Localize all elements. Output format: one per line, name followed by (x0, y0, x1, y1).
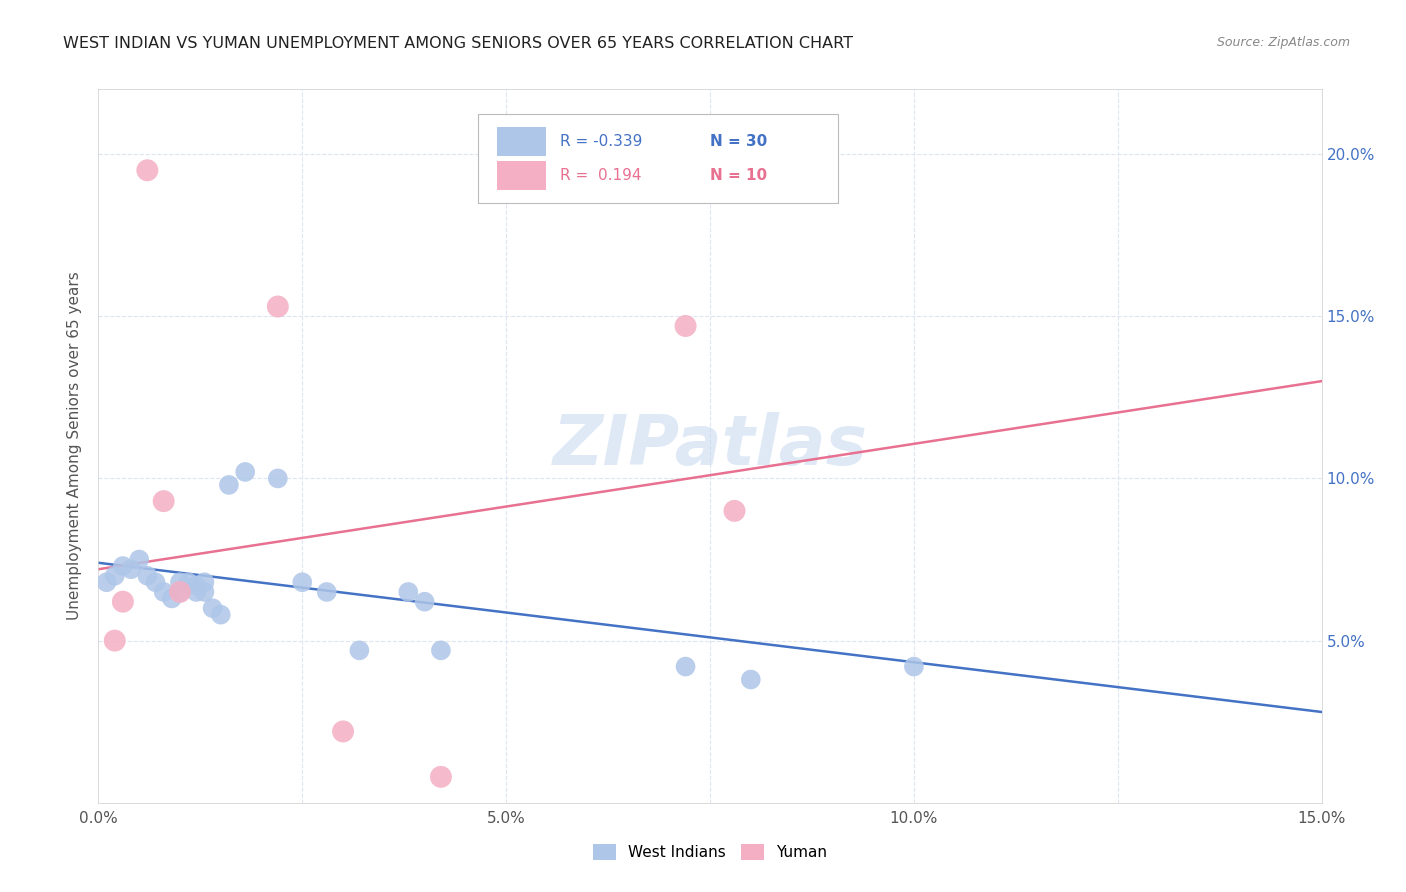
Point (430, 643, 453, 657)
Point (209, 607, 232, 622)
Point (332, 724, 354, 739)
Point (201, 601, 224, 615)
FancyBboxPatch shape (498, 127, 546, 155)
Text: ZIPatlas: ZIPatlas (553, 412, 868, 480)
Point (675, 318, 697, 333)
Point (111, 559, 134, 574)
Point (136, 163, 159, 178)
Point (740, 673, 762, 687)
Text: N = 10: N = 10 (710, 168, 768, 183)
Point (723, 504, 745, 518)
Point (104, 633, 127, 648)
Point (177, 575, 200, 590)
Point (169, 585, 191, 599)
Point (169, 575, 191, 590)
Point (267, 300, 290, 314)
Point (218, 478, 240, 492)
Point (233, 465, 256, 479)
Text: WEST INDIAN VS YUMAN UNEMPLOYMENT AMONG SENIORS OVER 65 YEARS CORRELATION CHART: WEST INDIAN VS YUMAN UNEMPLOYMENT AMONG … (63, 36, 853, 51)
Point (96, 575, 118, 590)
Point (430, 770, 453, 784)
Point (136, 568, 159, 582)
Point (160, 591, 183, 606)
FancyBboxPatch shape (478, 114, 838, 203)
Point (349, 643, 371, 657)
Point (396, 585, 419, 599)
Point (169, 585, 191, 599)
Y-axis label: Unemployment Among Seniors over 65 years: Unemployment Among Seniors over 65 years (67, 272, 83, 620)
Point (675, 659, 697, 673)
Point (413, 595, 436, 609)
Text: Source: ZipAtlas.com: Source: ZipAtlas.com (1216, 36, 1350, 49)
Point (903, 659, 925, 673)
Point (291, 575, 314, 590)
Point (145, 575, 167, 590)
Point (128, 552, 150, 566)
Point (186, 585, 208, 599)
Point (315, 585, 337, 599)
Point (120, 562, 142, 576)
Point (152, 494, 174, 508)
Legend: West Indians, Yuman: West Indians, Yuman (586, 838, 834, 866)
Text: R = -0.339: R = -0.339 (560, 134, 643, 149)
Point (193, 585, 215, 599)
Point (186, 578, 208, 592)
Text: R =  0.194: R = 0.194 (560, 168, 641, 183)
Text: N = 30: N = 30 (710, 134, 768, 149)
Point (152, 585, 174, 599)
Point (104, 568, 127, 582)
FancyBboxPatch shape (498, 161, 546, 190)
Point (111, 595, 134, 609)
Point (193, 575, 215, 590)
Point (267, 471, 290, 485)
